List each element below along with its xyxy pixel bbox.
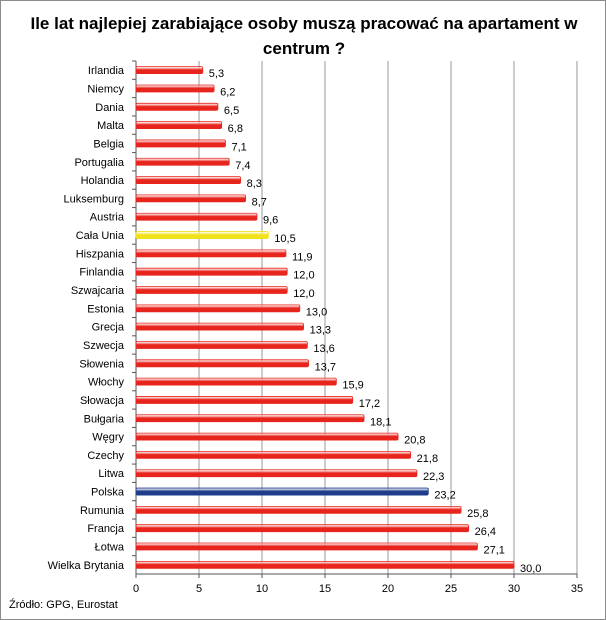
value-label: 12,0 [293,270,314,282]
category-label: Słowacja [80,395,125,407]
category-label: Francja [87,523,125,535]
value-label: 30,0 [520,563,541,575]
category-label: Dania [95,102,125,114]
bar [135,157,230,166]
value-label: 7,1 [231,141,246,153]
value-label: 27,1 [483,545,504,557]
category-label: Portugalia [74,157,124,169]
bar [135,396,354,404]
value-label: 20,8 [404,435,425,447]
bar [135,66,204,75]
value-label: 8,7 [252,196,267,208]
bar [135,359,310,368]
category-label: Austria [90,212,125,224]
category-label: Irlandia [88,65,125,77]
category-label: Wielka Brytania [48,560,125,572]
bar [135,231,269,239]
value-label: 7,4 [235,160,250,172]
category-label: Łotwa [95,542,125,554]
bar [135,249,287,258]
bar [135,341,308,349]
x-tick-label: 20 [382,583,394,595]
x-tick-label: 0 [133,583,139,595]
value-label: 8,3 [247,178,262,190]
category-label: Belgia [93,138,124,150]
value-label: 21,8 [417,453,438,465]
value-label: 22,3 [423,471,444,483]
value-label: 12,0 [293,288,314,300]
category-label: Węgry [92,432,124,444]
x-tick-label: 15 [319,583,331,595]
bar [135,267,288,276]
category-label: Malta [97,120,125,132]
bar [135,304,301,313]
bar [135,212,258,221]
category-label: Szwajcaria [71,285,125,297]
bar [135,176,241,184]
category-label: Szwecja [83,340,125,352]
value-label: 13,7 [315,361,336,373]
bar [135,560,515,569]
value-label: 13,3 [310,325,331,337]
value-label: 23,2 [434,490,455,502]
bar [135,414,365,423]
category-label: Holandia [81,175,125,187]
bar [135,469,418,478]
bar [135,194,247,203]
bar [135,451,412,459]
x-tick-label: 30 [508,583,520,595]
bar [135,505,462,514]
bar [135,432,399,441]
category-label: Estonia [87,303,125,315]
bar [135,102,219,111]
category-label: Litwa [98,468,125,480]
bar [135,377,337,386]
category-label: Słowenia [79,358,125,370]
value-label: 5,3 [209,68,224,80]
bar [135,542,478,551]
x-tick-label: 35 [571,583,583,595]
category-label: Cała Unia [76,230,125,242]
bar [135,524,470,533]
value-label: 25,8 [467,508,488,520]
value-label: 15,9 [342,380,363,392]
category-label: Luksemburg [63,193,124,205]
value-label: 13,0 [306,306,327,318]
category-label: Włochy [88,377,125,389]
category-label: Polska [91,487,125,499]
category-label: Niemcy [87,83,124,95]
category-label: Rumunia [80,505,125,517]
value-label: 17,2 [359,398,380,410]
value-label: 26,4 [475,526,496,538]
category-label: Grecja [92,322,125,334]
bar [135,84,215,93]
bar [135,139,226,148]
bar [135,121,223,130]
bar [135,487,429,496]
value-label: 9,6 [263,215,278,227]
value-label: 6,5 [224,105,239,117]
source-note: Źródło: GPG, Eurostat [9,599,118,611]
value-label: 10,5 [274,233,295,245]
value-label: 11,9 [292,251,313,263]
category-label: Czechy [87,450,124,462]
category-label: Finlandia [79,267,125,279]
value-label: 18,1 [370,416,391,428]
x-tick-label: 25 [445,583,457,595]
category-label: Bułgaria [84,413,125,425]
chart-title: Ile lat najlepiej zarabiające osoby musz… [30,14,578,58]
category-label: Hiszpania [76,248,125,260]
bar [135,322,304,331]
value-label: 6,2 [220,86,235,98]
value-label: 13,6 [313,343,334,355]
x-tick-label: 10 [256,583,268,595]
value-label: 6,8 [228,123,243,135]
bar [135,286,288,294]
x-tick-label: 5 [196,583,202,595]
